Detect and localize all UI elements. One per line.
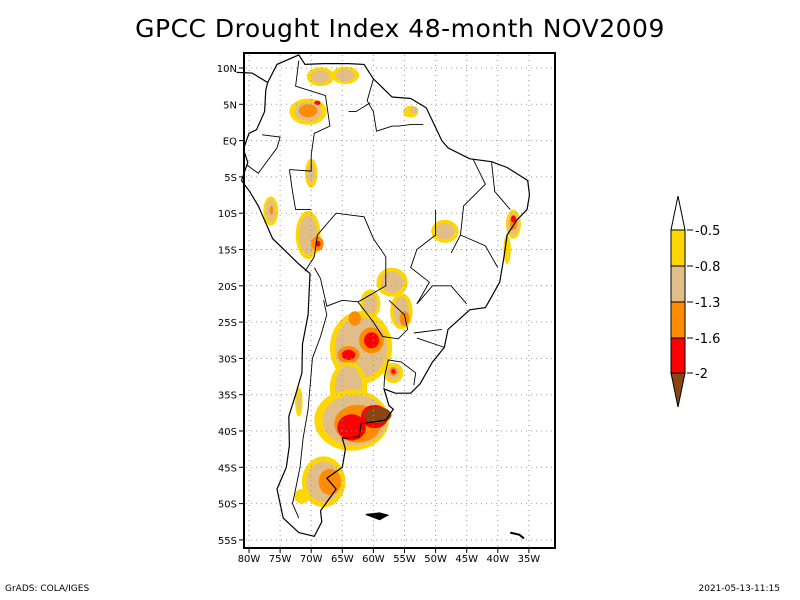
country-border: [357, 299, 409, 340]
drought-patch-c3: [269, 205, 274, 215]
x-tick-label: 65W: [331, 554, 354, 565]
drought-patch-c4: [364, 332, 379, 349]
country-border: [246, 134, 281, 174]
y-tick-label: 45S: [218, 463, 237, 474]
legend-label: -1.6: [695, 332, 720, 347]
x-tick-label: 35W: [518, 554, 541, 565]
country-border: [410, 209, 437, 305]
x-tick-label: 75W: [269, 554, 292, 565]
drought-patch-c2: [336, 69, 355, 82]
drought-patch-c4: [510, 215, 516, 223]
drought-patch-c2: [380, 271, 404, 294]
coastline-south-america: [240, 54, 531, 537]
country-border: [416, 285, 468, 305]
y-tick-label: 35S: [218, 391, 237, 402]
drought-patch-c1: [294, 489, 310, 504]
y-tick-label: 25S: [218, 318, 237, 329]
y-tick-label: 15S: [218, 246, 237, 257]
country-border: [288, 169, 312, 211]
south-georgia: [510, 531, 525, 540]
y-tick-label: 55S: [218, 536, 237, 547]
y-tick-label: EQ: [223, 137, 237, 148]
x-tick-label: 60W: [362, 554, 385, 565]
legend-arrow-below: [670, 372, 686, 408]
legend-arrow-above: [670, 195, 686, 231]
drought-patch-c4: [391, 369, 396, 374]
footer-timestamp: 2021-05-13-11:15: [698, 584, 781, 594]
drought-patch-c2: [363, 293, 378, 315]
legend-color-segment: [670, 337, 686, 375]
country-border: [348, 102, 371, 113]
country-border: [304, 212, 387, 307]
drought-patches: [263, 66, 521, 508]
legend-label: -0.5: [695, 224, 720, 239]
country-border: [413, 328, 442, 334]
drought-patch-c2: [307, 163, 315, 184]
x-tick-label: 80W: [238, 554, 261, 565]
drought-patch-c3: [348, 311, 361, 326]
y-tick-label: 30S: [218, 354, 237, 365]
y-tick-label: 40S: [218, 427, 237, 438]
country-border: [491, 162, 511, 210]
x-tick-label: 45W: [455, 554, 478, 565]
drought-patch-c3: [298, 104, 318, 118]
legend-label: -1.3: [695, 296, 720, 311]
drought-patch-c2: [409, 106, 419, 114]
grid-lines: [246, 55, 553, 546]
x-tick-label: 50W: [424, 554, 447, 565]
country-border: [460, 234, 499, 268]
legend-color-segment: [670, 229, 686, 267]
legend-color-segment: [670, 301, 686, 339]
color-legend: -0.5 -0.8 -1.3 -1.6 -2: [670, 195, 720, 408]
country-border: [383, 359, 417, 388]
map-frame: [243, 52, 556, 549]
drought-patch-c4: [314, 100, 321, 106]
x-axis-ticks: 80W 75W 70W 65W 60W 55W 50W 45W 40W 35W: [238, 548, 541, 565]
coastline-panama: [236, 71, 268, 84]
y-tick-label: 5S: [224, 173, 237, 184]
coastlines: [236, 54, 531, 540]
falkland-islands: [365, 512, 390, 521]
drought-patch-c4: [341, 349, 356, 360]
drought-patch-c1: [503, 235, 511, 264]
legend-color-segment: [670, 265, 686, 303]
map-title: GPCC Drought Index 48-month NOV2009: [135, 14, 665, 43]
x-tick-label: 70W: [300, 554, 323, 565]
country-border: [450, 158, 486, 254]
y-axis-ticks: 10N 5N EQ 5S 10S 15S 20S 25S 30S 35S 40S 45S 50S 55S: [217, 64, 244, 547]
footer-credit: GrADS: COLA/IGES: [5, 584, 90, 594]
country-border: [292, 300, 328, 519]
y-tick-label: 50S: [218, 500, 237, 511]
drought-patch-c3: [399, 311, 410, 326]
country-border: [366, 78, 424, 132]
drought-patch-c2: [296, 394, 301, 410]
y-tick-label: 20S: [218, 282, 237, 293]
drought-patch-c2: [311, 70, 330, 84]
legend-label: -2: [695, 367, 708, 382]
y-tick-label: 5N: [223, 100, 237, 111]
drought-patch-c4: [337, 414, 366, 441]
drought-patch-below-2: [364, 407, 392, 423]
drought-patch-c2: [434, 223, 455, 240]
x-tick-label: 40W: [486, 554, 509, 565]
y-tick-label: 10N: [217, 64, 237, 75]
y-tick-label: 10S: [218, 209, 237, 220]
country-border: [289, 60, 331, 172]
country-border: [416, 337, 446, 348]
legend-label: -0.8: [695, 260, 720, 275]
x-tick-label: 55W: [393, 554, 416, 565]
